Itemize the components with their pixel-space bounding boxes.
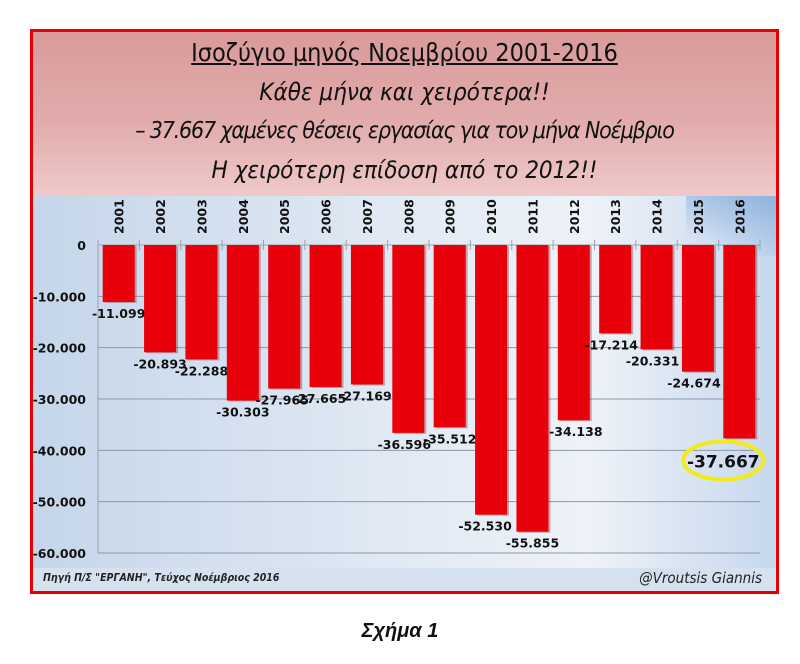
value-label: -20.893	[133, 356, 186, 371]
bar-2016	[723, 245, 756, 439]
bar-2004	[226, 245, 259, 401]
bar-2006	[309, 245, 342, 388]
y-tick-label: -20.000	[33, 341, 86, 356]
highlight-ellipse	[681, 439, 766, 482]
chart-subtitle-2: – 37.667 χαμένες θέσεις εργασίας για τον…	[135, 118, 675, 144]
bar-2003	[185, 245, 218, 360]
value-label: -36.596	[378, 437, 432, 452]
figure-caption: Σχήμα 1	[361, 620, 439, 642]
x-tick-label: 2004	[236, 199, 251, 234]
x-tick-label: 2007	[360, 199, 375, 234]
bar-2007	[350, 245, 383, 385]
x-tick-label: 2013	[608, 199, 623, 234]
value-label: -11.099	[92, 306, 145, 321]
author-handle: @Vroutsis Giannis	[639, 569, 762, 587]
bar-2012	[557, 245, 590, 421]
plot-area: 0 -10.000 -20.000 -30.000 -40.000 -50.000 -60.…	[33, 196, 776, 568]
value-label: -20.331	[626, 353, 679, 368]
y-tick-label: -40.000	[33, 443, 86, 458]
title-banner: Ισοζύγιο μηνός Νοεμβρίου 2001-2016 Κάθε …	[33, 32, 776, 196]
x-tick-label: 2002	[153, 199, 168, 234]
bar-2005	[268, 245, 301, 389]
x-tick-label: 2008	[401, 199, 416, 234]
y-tick-label: -50.000	[33, 495, 86, 510]
x-tick-label: 2009	[443, 199, 458, 234]
x-tick-label: 2015	[691, 199, 706, 234]
bar-2010	[475, 245, 508, 515]
value-label: -35.512	[423, 431, 476, 446]
value-label: -22.288	[175, 363, 228, 378]
bar-2008	[392, 245, 425, 433]
chart-subtitle-3: Η χειρότερη επίδοση από το 2012!!	[211, 156, 598, 184]
bar-chart: 0 -10.000 -20.000 -30.000 -40.000 -50.000 -60.…	[33, 199, 766, 561]
x-tick-label: 2012	[567, 199, 582, 234]
infographic-frame: Ισοζύγιο μηνός Νοεμβρίου 2001-2016 Κάθε …	[30, 29, 779, 594]
value-label: -52.530	[458, 519, 512, 534]
y-tick-label: -30.000	[33, 392, 86, 407]
x-tick-label: 2006	[319, 199, 334, 234]
chart-subtitle-1: Κάθε μήνα και χειρότερα!!	[259, 78, 550, 106]
x-tick-label: 2005	[277, 199, 292, 234]
value-label: -34.138	[549, 424, 602, 439]
x-tick-label: 2010	[484, 199, 499, 234]
value-label: -55.855	[506, 536, 559, 551]
chart-footer: Πηγή Π/Σ "ΕΡΓΑΝΗ", Τεύχος Νοέμβριος 2016…	[33, 568, 776, 591]
bar-2001	[102, 245, 135, 302]
x-tick-label: 2016	[732, 199, 747, 234]
bar-2009	[433, 245, 466, 428]
x-tick-label: 2011	[525, 199, 540, 234]
value-label: -27.665	[293, 391, 346, 406]
bar-2015	[681, 245, 714, 372]
value-label: -24.674	[667, 376, 721, 391]
x-tick-label: 2001	[112, 199, 127, 234]
bar-2002	[144, 245, 177, 353]
y-tick-label: -10.000	[33, 289, 86, 304]
value-label: -27.965	[255, 393, 308, 408]
value-label: -17.214	[584, 337, 638, 352]
y-tick-label: 0	[77, 238, 86, 253]
bar-2014	[640, 245, 673, 350]
value-label: -27.169	[338, 388, 391, 403]
highlighted-value-label: -37.667	[687, 452, 760, 472]
y-tick-label: -60.000	[33, 546, 86, 561]
value-label: -30.303	[216, 405, 269, 420]
x-tick-label: 2003	[194, 199, 209, 234]
x-tick-label: 2014	[650, 199, 665, 234]
source-note: Πηγή Π/Σ "ΕΡΓΑΝΗ", Τεύχος Νοέμβριος 2016	[43, 572, 280, 584]
bar-2011	[516, 245, 549, 532]
bar-2013	[599, 245, 632, 334]
chart-title: Ισοζύγιο μηνός Νοεμβρίου 2001-2016	[191, 38, 618, 67]
